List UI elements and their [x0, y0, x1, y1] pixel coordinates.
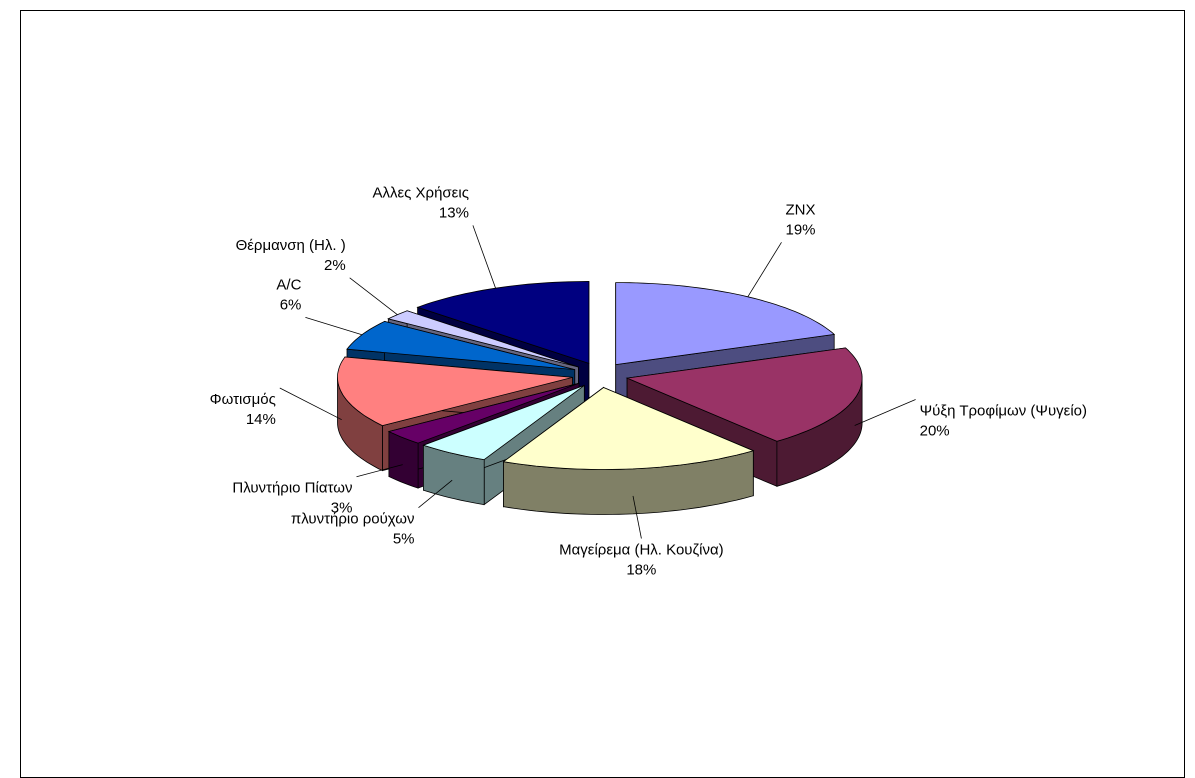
leader-line: [356, 464, 403, 478]
leader-line: [305, 317, 363, 336]
leader-line: [418, 479, 453, 509]
leader-line: [632, 495, 642, 539]
slice-value-label: 14%: [246, 411, 276, 428]
slice-value-label: 13%: [439, 204, 469, 221]
slice-value-label: 20%: [920, 422, 950, 439]
leader-line: [747, 242, 782, 298]
slice: [625, 347, 863, 442]
slice-value-label: 6%: [280, 296, 302, 313]
slice-value-label: 19%: [785, 221, 815, 238]
slice: [387, 382, 580, 444]
slice-label: Φωτισμός: [210, 391, 276, 408]
leader-line: [279, 387, 342, 421]
slice: [422, 385, 585, 461]
slice-value-label: 2%: [324, 257, 346, 274]
slice-value-label: 3%: [331, 500, 353, 517]
slice-label: πλυντήριο ρούχων: [291, 511, 415, 528]
slice: [346, 320, 575, 370]
slice-label: Μαγείρεμα (Ηλ. Κουζίνα): [559, 541, 724, 558]
leader-line: [854, 399, 916, 426]
leader-line: [349, 277, 398, 316]
slice-label: Θέρμανση (Ηλ. ): [236, 237, 346, 254]
slice-label: A/C: [276, 276, 301, 293]
slice-label: Ψύξη Τροφίμων (Ψυγείο): [920, 402, 1087, 419]
slice-label: Αλλες Χρήσεις: [372, 184, 468, 201]
slice-label: Πλυντήριο Πίατων: [232, 480, 352, 497]
slice: [337, 356, 573, 427]
slice: [502, 387, 755, 470]
slice-label: ZNX: [785, 201, 815, 218]
slice-value-label: 5%: [393, 531, 415, 548]
leader-line: [472, 225, 496, 289]
slice-value-label: 18%: [626, 561, 656, 578]
